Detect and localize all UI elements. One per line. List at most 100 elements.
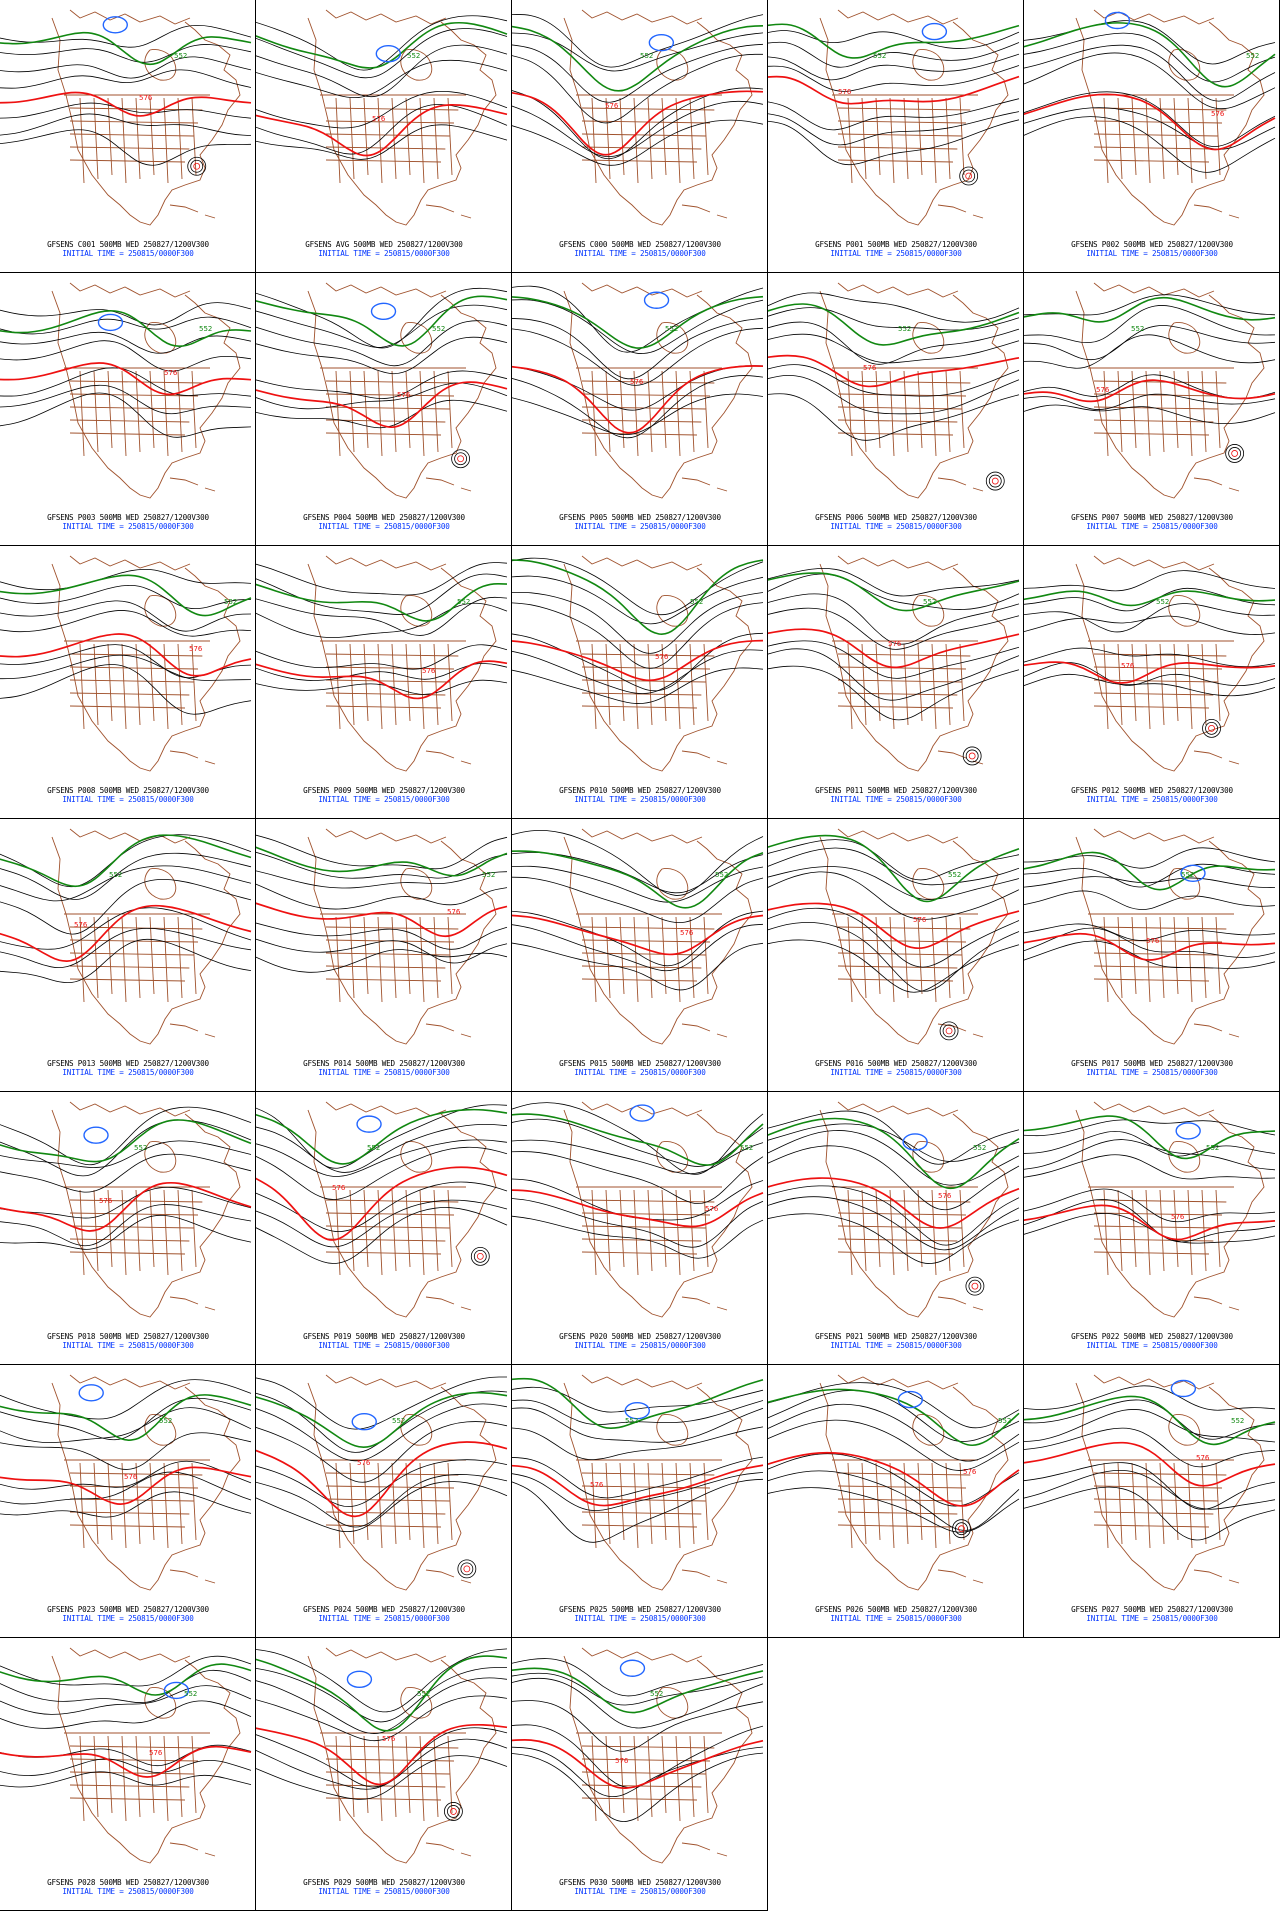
contour-label-576: 576	[99, 1197, 113, 1205]
height-contour	[768, 41, 1020, 68]
height-contour	[1024, 1154, 1276, 1180]
height-contour	[768, 1419, 1020, 1471]
panel-title: GFSENS P007 500MB WED 250827/1200V300	[1071, 513, 1233, 522]
height-contour	[0, 600, 252, 632]
contour-label-576: 576	[447, 908, 461, 916]
height-contour	[0, 610, 252, 637]
ensemble-map-panel: 576 552 GFSENS P019 500MB WED 250827/1200V…	[256, 1092, 512, 1365]
height-contour-map: 576 552	[256, 1647, 508, 1864]
height-contour	[1024, 393, 1276, 410]
height-contour	[512, 829, 764, 896]
tropical-low-contour	[1228, 447, 1242, 460]
initial-time-label: INITIAL TIME = 250815/0000F300	[62, 249, 194, 258]
height-contour	[0, 1397, 252, 1441]
initial-time-label: INITIAL TIME = 250815/0000F300	[1086, 1068, 1218, 1077]
height-contour	[1024, 91, 1276, 147]
height-contour	[1024, 52, 1276, 110]
contour-552	[1024, 1115, 1276, 1160]
height-contour	[1024, 603, 1276, 633]
height-contour	[0, 1669, 252, 1703]
height-contour	[512, 942, 764, 991]
contour-552	[0, 1394, 252, 1441]
contour-label-552: 552	[873, 52, 886, 60]
height-contour	[0, 69, 252, 89]
height-contour	[512, 1724, 764, 1788]
height-contour	[512, 923, 764, 972]
height-contour	[512, 865, 764, 903]
height-contour	[0, 865, 252, 902]
height-contour	[256, 1181, 508, 1233]
contour-label-552: 552	[740, 1144, 753, 1152]
contour-label-552: 552	[432, 325, 445, 333]
height-contour	[1024, 673, 1276, 697]
tropical-low-contour	[968, 1279, 982, 1293]
panel-title: GFSENS P030 500MB WED 250827/1200V300	[559, 1878, 721, 1887]
contour-552	[0, 574, 252, 617]
height-contour	[0, 907, 252, 950]
contour-label-552: 552	[998, 1417, 1011, 1425]
height-contour	[768, 119, 1020, 166]
height-contour	[256, 304, 508, 348]
contour-552	[0, 1663, 252, 1696]
contour-576	[768, 1451, 1020, 1507]
contour-label-552: 552	[224, 598, 237, 606]
height-contour-map: 576 552	[0, 9, 252, 226]
ensemble-map-panel: 576 552 GFSENS P017 500MB WED 250827/1200V…	[1024, 819, 1280, 1092]
contour-576	[256, 1166, 508, 1241]
height-contour	[768, 1453, 1020, 1507]
height-contour	[768, 1145, 1020, 1211]
height-contour-map: 576 552	[1024, 1374, 1276, 1591]
height-contour	[256, 1139, 508, 1177]
initial-time-label: INITIAL TIME = 250815/0000F300	[62, 795, 194, 804]
height-contour	[768, 593, 1020, 645]
height-contour	[256, 104, 508, 155]
tropical-low-contour	[187, 156, 207, 176]
tropical-low-contour	[952, 1519, 971, 1539]
panel-title: GFSENS P010 500MB WED 250827/1200V300	[559, 786, 721, 795]
contour-label-552: 552	[174, 52, 187, 60]
height-contour	[512, 327, 764, 386]
tropical-low-contour	[985, 471, 1005, 491]
ensemble-map-panel: 576 552 GFSENS P023 500MB WED 250827/1200V…	[0, 1365, 256, 1638]
contour-576	[256, 381, 508, 429]
initial-time-label: INITIAL TIME = 250815/0000F300	[574, 249, 706, 258]
height-contour	[256, 834, 508, 870]
tropical-low-contour	[962, 169, 976, 183]
closed-low-contour	[1170, 1379, 1197, 1398]
height-contour-map: 576 552	[0, 1374, 252, 1591]
height-contour	[256, 287, 508, 349]
contour-label-576: 576	[357, 1459, 371, 1467]
contour-label-552: 552	[898, 325, 911, 333]
closed-low-contour	[1180, 864, 1206, 882]
height-contour	[256, 1695, 508, 1742]
height-contour	[512, 649, 764, 694]
contour-label-576: 576	[963, 1468, 977, 1476]
panel-title: GFSENS P023 500MB WED 250827/1200V300	[47, 1605, 209, 1614]
height-contour	[0, 1379, 252, 1420]
panel-title: GFSENS P024 500MB WED 250827/1200V300	[303, 1605, 465, 1614]
panel-title: GFSENS P003 500MB WED 250827/1200V300	[47, 513, 209, 522]
height-contour	[0, 927, 252, 968]
ensemble-map-panel: 576 552 GFSENS P012 500MB WED 250827/1200V…	[1024, 546, 1280, 819]
contour-label-552: 552	[457, 598, 470, 606]
height-contour	[512, 53, 763, 124]
contour-552	[256, 1655, 508, 1732]
closed-low-contour	[370, 302, 397, 321]
closed-low-contour	[78, 1384, 104, 1402]
contour-label-576: 576	[938, 1192, 952, 1200]
contour-label-552: 552	[1131, 325, 1144, 333]
height-contour	[512, 100, 764, 158]
contour-label-576: 576	[124, 1473, 138, 1481]
contour-576	[0, 1745, 252, 1778]
height-contour	[0, 392, 252, 438]
tropical-low-contour	[1231, 450, 1239, 457]
closed-low-contour	[897, 1390, 924, 1409]
initial-time-label: INITIAL TIME = 250815/0000F300	[318, 1068, 450, 1077]
height-contour	[256, 1207, 508, 1264]
ensemble-map-panel: 576 552 GFSENS P026 500MB WED 250827/1200V…	[768, 1365, 1024, 1638]
contour-552	[1024, 1395, 1276, 1446]
height-contour	[768, 1130, 1020, 1186]
height-contour	[1024, 1409, 1276, 1443]
height-contour	[512, 910, 764, 967]
initial-time-label: INITIAL TIME = 250815/0000F300	[62, 1614, 194, 1623]
